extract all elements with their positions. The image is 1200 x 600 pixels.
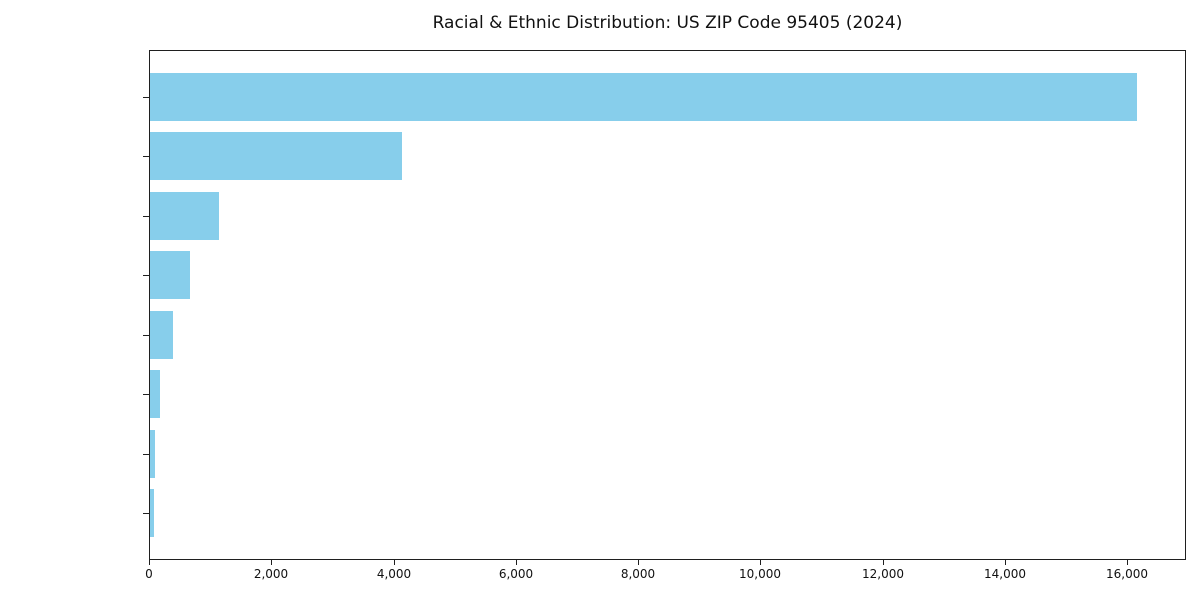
bar bbox=[150, 251, 190, 299]
x-axis-tick bbox=[1005, 560, 1006, 565]
y-axis-tick bbox=[143, 394, 149, 395]
y-axis-tick bbox=[143, 335, 149, 336]
x-axis-tick-label: 10,000 bbox=[739, 567, 781, 581]
bar bbox=[150, 430, 155, 478]
bar bbox=[150, 311, 173, 359]
x-axis-tick bbox=[760, 560, 761, 565]
bar bbox=[150, 73, 1137, 121]
x-axis-tick-label: 12,000 bbox=[862, 567, 904, 581]
plot-area bbox=[149, 50, 1186, 560]
bar bbox=[150, 370, 160, 418]
y-axis-tick bbox=[143, 156, 149, 157]
x-axis-tick-label: 6,000 bbox=[498, 567, 534, 581]
bar bbox=[150, 192, 219, 240]
x-axis-tick bbox=[271, 560, 272, 565]
x-axis-tick bbox=[638, 560, 639, 565]
y-axis-tick bbox=[143, 513, 149, 514]
x-axis-tick-label: 2,000 bbox=[253, 567, 289, 581]
x-axis-tick bbox=[1127, 560, 1128, 565]
x-axis-tick-label: 8,000 bbox=[620, 567, 656, 581]
chart-title: Racial & Ethnic Distribution: US ZIP Cod… bbox=[432, 13, 903, 33]
y-axis-tick bbox=[143, 275, 149, 276]
x-axis-tick-label: 0 bbox=[145, 567, 153, 581]
x-axis-tick bbox=[883, 560, 884, 565]
y-axis-tick bbox=[143, 216, 149, 217]
x-axis-tick bbox=[149, 560, 150, 565]
y-axis-tick bbox=[143, 97, 149, 98]
bar bbox=[150, 489, 154, 537]
x-axis-tick-label: 4,000 bbox=[376, 567, 412, 581]
x-axis-tick bbox=[394, 560, 395, 565]
x-axis-tick-label: 16,000 bbox=[1106, 567, 1148, 581]
x-axis-tick-label: 14,000 bbox=[984, 567, 1026, 581]
bar bbox=[150, 132, 402, 180]
y-axis-tick bbox=[143, 454, 149, 455]
x-axis-tick bbox=[516, 560, 517, 565]
